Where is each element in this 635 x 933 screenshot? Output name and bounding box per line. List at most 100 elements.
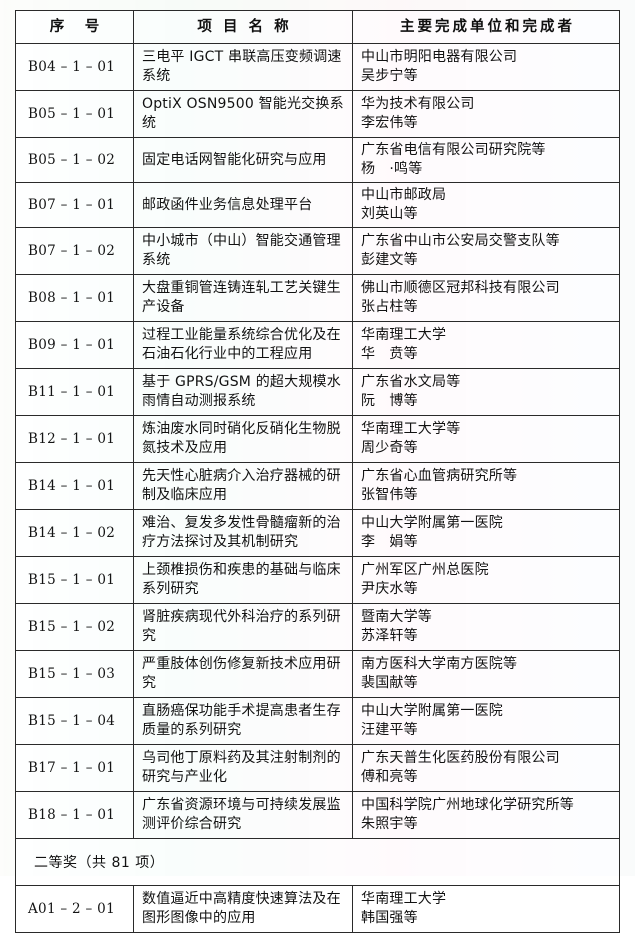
cell-project-name: 中小城市（中山）智能交通管理系统 [133, 227, 353, 275]
project-id-text: B12 – 1 – 01 [28, 431, 116, 447]
project-id-text: B15 – 1 – 01 [28, 572, 116, 588]
organization-text: 华南理工大学等 [361, 421, 461, 437]
organization-text: 广州军区广州总医院 [361, 562, 489, 578]
award-table: 序 号 项 目 名 称 主要完成单位和完成者 B04 – 1 – 01 三电平 I… [15, 10, 620, 933]
organization-person-block: 华为技术有限公司 李宏伟等 [353, 92, 619, 136]
organization-text: 广东省电信有限公司研究院等 [361, 142, 546, 158]
cell-organization-and-person: 华南理工大学等 周少奇等 [352, 415, 620, 463]
organization-person-block: 华南理工大学 韩国强等 [353, 887, 619, 931]
table-row: B17 – 1 – 01 乌司他丁原料药及其注射制剂的研究与产业化 广东天普生化医药… [15, 744, 620, 792]
cell-organization-and-person: 中国科学院广州地球化学研究所等 朱照宇等 [352, 791, 620, 839]
table-row: B05 – 1 – 02 固定电话网智能化研究与应用 广东省电信有限公司研究院等杨 … [15, 137, 620, 183]
cell-project-name: 过程工业能量系统综合优化及在石油石化行业中的工程应用 [133, 321, 353, 369]
table-header-row: 序 号 项 目 名 称 主要完成单位和完成者 [15, 10, 620, 44]
cell-project-id: B05 – 1 – 02 [15, 137, 134, 183]
project-id-text: B09 – 1 – 01 [28, 337, 116, 353]
organization-text: 中山大学附属第一医院 [361, 703, 503, 719]
cell-project-name: 难治、复发多发性骨髓瘤新的治疗方法探讨及其机制研究 [133, 509, 353, 557]
project-id-text: B15 – 1 – 02 [28, 619, 116, 635]
project-id-text: A01 – 2 – 01 [28, 901, 115, 917]
cell-organization-and-person: 广东省电信有限公司研究院等杨 ·鸣等 [352, 137, 620, 183]
organization-text: 广东省中山市公安局交警支队等 [361, 233, 560, 249]
organization-person-block: 广东天普生化医药股份有限公司 傅和亮等 [353, 746, 619, 790]
project-name-text: 数值逼近中高精度快速算法及在图形图像中的应用 [142, 891, 341, 926]
project-name-text: 过程工业能量系统综合优化及在石油石化行业中的工程应用 [142, 327, 341, 362]
project-name-text: 严重肢体创伤修复新技术应用研究 [142, 656, 341, 691]
project-name-text: 固定电话网智能化研究与应用 [142, 151, 327, 168]
project-id-text: B14 – 1 – 02 [28, 525, 116, 541]
project-name-text: 中小城市（中山）智能交通管理系统 [142, 233, 341, 268]
person-text: 杨 ·鸣等 [361, 161, 423, 177]
cell-project-id: B12 – 1 – 01 [15, 415, 134, 463]
project-name-text: 炼油废水同时硝化反硝化生物脱氮技术及应用 [142, 421, 341, 456]
person-text: 李宏伟等 [361, 115, 418, 131]
cell-project-name: 严重肢体创伤修复新技术应用研究 [133, 650, 353, 698]
cell-project-id: B08 – 1 – 01 [15, 274, 134, 322]
project-id-text: B14 – 1 – 01 [28, 478, 116, 494]
person-text: 阮 博等 [361, 393, 418, 409]
table-row: B09 – 1 – 01 过程工业能量系统综合优化及在石油石化行业中的工程应用 华南… [15, 321, 620, 369]
project-name-text: 邮政函件业务信息处理平台 [142, 196, 313, 213]
project-id-text: B15 – 1 – 04 [28, 713, 116, 729]
organization-person-block: 广东省电信有限公司研究院等杨 ·鸣等 [353, 138, 619, 182]
organization-text: 中山市明阳电器有限公司 [361, 49, 518, 65]
section-heading-label: 二等奖（共 81 项） [34, 855, 165, 871]
organization-person-block: 广东省中山市公安局交警支队等 彭建文等 [353, 229, 619, 273]
person-text: 韩国强等 [361, 910, 418, 926]
table-row: B04 – 1 – 01 三电平 IGCT 串联高压变频调速系统 中山市明阳电器有限… [15, 43, 620, 91]
cell-project-name: 上颈椎损伤和疾患的基础与临床系列研究 [133, 556, 353, 604]
table-row: B15 – 1 – 01 上颈椎损伤和疾患的基础与临床系列研究 广州军区广州总医院尹… [15, 556, 620, 604]
cell-project-id: B18 – 1 – 01 [15, 791, 134, 839]
project-id-text: B11 – 1 – 01 [28, 384, 116, 400]
cell-organization-and-person: 中山市邮政局 刘英山等 [352, 182, 620, 228]
cell-project-id: B04 – 1 – 01 [15, 43, 134, 91]
organization-text: 广东天普生化医药股份有限公司 [361, 750, 560, 766]
project-id-text: B08 – 1 – 01 [28, 290, 116, 306]
cell-project-name: OptiX OSN9500 智能光交换系统 [133, 90, 353, 138]
person-text: 张智伟等 [361, 487, 418, 503]
cell-project-name: 先天性心脏病介入治疗器械的研制及临床应用 [133, 462, 353, 510]
cell-organization-and-person: 华南理工大学华 贲等 [352, 321, 620, 369]
cell-organization-and-person: 佛山市顺德区冠邦科技有限公司 张占柱等 [352, 274, 620, 322]
person-text: 彭建文等 [361, 252, 418, 268]
table-row: B14 – 1 – 01 先天性心脏病介入治疗器械的研制及临床应用 广东省心血管病研… [15, 462, 620, 510]
cell-project-name: 基于 GPRS/GSM 的超大规模水雨情自动测报系统 [133, 368, 353, 416]
organization-person-block: 中山大学附属第一医院李 娟等 [353, 511, 619, 555]
cell-project-name: 乌司他丁原料药及其注射制剂的研究与产业化 [133, 744, 353, 792]
table-row: B12 – 1 – 01 炼油废水同时硝化反硝化生物脱氮技术及应用 华南理工大学等周… [15, 415, 620, 463]
cell-organization-and-person: 中山大学附属第一医院李 娟等 [352, 509, 620, 557]
project-name-text: 广东省资源环境与可持续发展监测评价综合研究 [142, 797, 341, 832]
table-row: B15 – 1 – 02 肾脏疾病现代外科治疗的系列研究 暨南大学等 苏泽轩等 [15, 603, 620, 651]
column-header-id-label: 序 号 [49, 19, 103, 35]
organization-person-block: 中山大学附属第一医院 汪建平等 [353, 699, 619, 743]
cell-project-id: B15 – 1 – 03 [15, 650, 134, 698]
cell-project-id: B05 – 1 – 01 [15, 90, 134, 138]
person-text: 朱照宇等 [361, 816, 418, 832]
cell-organization-and-person: 华南理工大学 韩国强等 [352, 885, 620, 933]
cell-project-name: 炼油废水同时硝化反硝化生物脱氮技术及应用 [133, 415, 353, 463]
cell-project-name: 广东省资源环境与可持续发展监测评价综合研究 [133, 791, 353, 839]
person-text: 汪建平等 [361, 722, 418, 738]
column-header-name: 项 目 名 称 [133, 10, 353, 44]
table-row: B18 – 1 – 01 广东省资源环境与可持续发展监测评价综合研究 中国科学院广州… [15, 791, 620, 839]
project-id-text: B07 – 1 – 02 [28, 243, 116, 259]
cell-organization-and-person: 广东省中山市公安局交警支队等 彭建文等 [352, 227, 620, 275]
table-row: B15 – 1 – 03 严重肢体创伤修复新技术应用研究 南方医科大学南方医院等 裴国… [15, 650, 620, 698]
project-id-text: B17 – 1 – 01 [28, 760, 116, 776]
section-heading-row: 二等奖（共 81 项） [15, 838, 620, 886]
cell-project-name: 邮政函件业务信息处理平台 [133, 182, 353, 228]
cell-project-id: B15 – 1 – 02 [15, 603, 134, 651]
table-row: B08 – 1 – 01 大盘重铜管连铸连轧工艺关键生产设备 佛山市顺德区冠邦科技有… [15, 274, 620, 322]
project-name-text: 基于 GPRS/GSM 的超大规模水雨情自动测报系统 [142, 374, 341, 409]
cell-organization-and-person: 中山市明阳电器有限公司 吴步宁等 [352, 43, 620, 91]
person-text: 张占柱等 [361, 299, 418, 315]
project-name-text: 上颈椎损伤和疾患的基础与临床系列研究 [142, 562, 341, 597]
project-name-text: OptiX OSN9500 智能光交换系统 [142, 96, 344, 131]
cell-project-id: B15 – 1 – 01 [15, 556, 134, 604]
organization-text: 南方医科大学南方医院等 [361, 656, 518, 672]
table-row: A01 – 2 – 01 数值逼近中高精度快速算法及在图形图像中的应用 华南理工大学… [15, 885, 620, 933]
project-id-text: B15 – 1 – 03 [28, 666, 116, 682]
person-text: 尹庆水等 [361, 581, 418, 597]
cell-organization-and-person: 暨南大学等 苏泽轩等 [352, 603, 620, 651]
